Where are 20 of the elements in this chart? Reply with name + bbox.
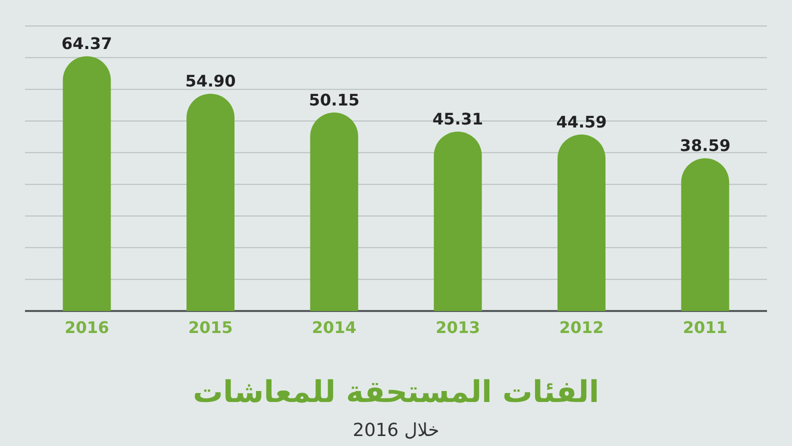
bar [681,158,730,311]
data-label: 45.31 [432,110,484,129]
data-label: 38.59 [680,136,730,156]
bar [434,132,482,311]
x-tick-label: 2013 [436,318,480,337]
bar [186,94,234,311]
x-tick-label: 2011 [682,318,728,337]
x-tick-label: 2015 [188,318,233,337]
data-label: 44.59 [556,112,607,132]
bar [558,134,606,311]
data-label: 54.90 [185,72,236,91]
x-tick-label: 2016 [64,318,110,337]
data-label: 50.15 [308,90,360,110]
text: خلال 2016 [352,420,440,441]
text: الفئات المستحقة للمعاشات [192,375,600,410]
x-tick-label: 2014 [312,318,356,337]
bar [62,56,111,311]
x-tick-label: 2012 [559,318,604,337]
bar [310,112,358,311]
data-label: 64.37 [62,34,112,54]
